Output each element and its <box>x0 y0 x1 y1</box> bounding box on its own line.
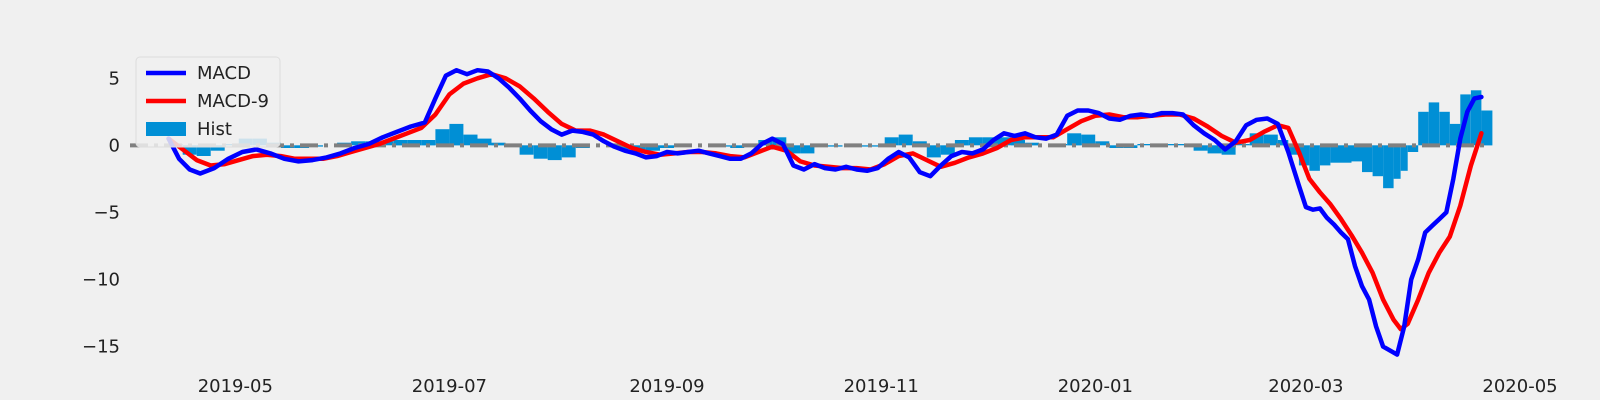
x-tick-label: 2019-05 <box>198 376 273 397</box>
hist-bar <box>997 137 1011 146</box>
hist-bar <box>968 137 983 146</box>
hist-bar <box>533 145 548 159</box>
hist-bar <box>1439 111 1450 146</box>
hist-bar <box>547 145 562 161</box>
hist-bar <box>1095 141 1110 146</box>
x-tick-label: 2020-03 <box>1268 376 1343 397</box>
hist-bar <box>1298 145 1310 166</box>
hist-bar <box>786 145 801 154</box>
hist-bar <box>1351 145 1362 162</box>
hist-bar <box>926 145 941 158</box>
hist-bar <box>491 142 506 146</box>
hist-bar <box>519 145 534 155</box>
hist-bar <box>1372 145 1384 177</box>
hist-bar <box>1025 142 1040 146</box>
hist-bar <box>1309 145 1320 171</box>
hist-bar <box>463 134 478 146</box>
hist-bar <box>1193 145 1208 151</box>
hist-bar <box>954 140 969 146</box>
x-tick-label: 2019-07 <box>412 376 487 397</box>
hist-bar <box>561 145 576 158</box>
hist-bar <box>1011 140 1025 146</box>
hist-bar <box>1330 145 1341 163</box>
x-tick-label: 2020-01 <box>1058 376 1133 397</box>
hist-bar <box>940 145 955 155</box>
hist-bar <box>800 145 815 154</box>
hist-bar <box>421 140 436 146</box>
hist-bar <box>730 145 745 148</box>
hist-bar <box>1165 144 1180 146</box>
legend-label: Hist <box>197 119 232 140</box>
hist-bar <box>1470 90 1482 146</box>
hist-bar <box>870 145 885 147</box>
hist-bar <box>407 140 422 146</box>
hist-bar <box>435 129 450 146</box>
hist-bar <box>196 145 211 156</box>
hist-bar <box>1400 145 1408 171</box>
hist-bar <box>280 145 295 148</box>
hist-bar <box>477 138 492 146</box>
hist-bar <box>1263 134 1278 146</box>
y-tick-label: 5 <box>109 68 120 89</box>
hist-bar <box>182 145 197 155</box>
hist-bar <box>1449 123 1461 146</box>
legend-label: MACD-9 <box>197 91 269 112</box>
hist-bar <box>1341 145 1352 163</box>
hist-bar <box>898 134 913 146</box>
hist-bar <box>1393 145 1401 179</box>
hist-bar <box>884 137 899 146</box>
hist-bar <box>1081 134 1096 146</box>
hist-bar <box>1383 145 1394 189</box>
hist-bar <box>1319 145 1331 166</box>
legend: MACD MACD-9 Hist <box>135 56 281 148</box>
hist-bar <box>1407 145 1419 152</box>
y-tick-label: −5 <box>93 202 120 223</box>
hist-bar <box>912 141 927 146</box>
hist-bar <box>449 123 464 146</box>
hist-bar <box>1362 145 1373 173</box>
x-tick-label: 2020-05 <box>1482 376 1557 397</box>
hist-bar <box>1428 102 1440 146</box>
legend-swatch-hist <box>146 122 186 136</box>
hist-bar <box>646 145 660 151</box>
hist-bar <box>1418 111 1429 146</box>
hist-bar <box>1067 133 1082 146</box>
y-tick-label: 0 <box>109 135 120 156</box>
legend-label: MACD <box>197 63 251 84</box>
hist-bar <box>351 141 366 146</box>
hist-bar <box>856 145 871 147</box>
x-tick-label: 2019-11 <box>844 376 919 397</box>
y-axis-ticks: 5 0 −5 −10 −15 <box>82 68 120 357</box>
x-tick-label: 2019-09 <box>629 376 704 397</box>
y-tick-label: −10 <box>82 270 120 291</box>
hist-bar <box>1137 144 1152 146</box>
hist-bar <box>210 145 225 151</box>
hist-bar <box>1288 145 1299 155</box>
hist-bar <box>1481 110 1493 146</box>
macd-line <box>166 67 1484 357</box>
x-axis-ticks: 2019-05 2019-07 2019-09 2019-11 2020-01 2020-… <box>198 376 1558 397</box>
hist-bar <box>1221 145 1236 155</box>
hist-bar <box>1207 145 1222 154</box>
hist-bar <box>617 145 632 150</box>
hist-bar <box>393 140 408 146</box>
y-tick-label: −15 <box>82 337 120 358</box>
